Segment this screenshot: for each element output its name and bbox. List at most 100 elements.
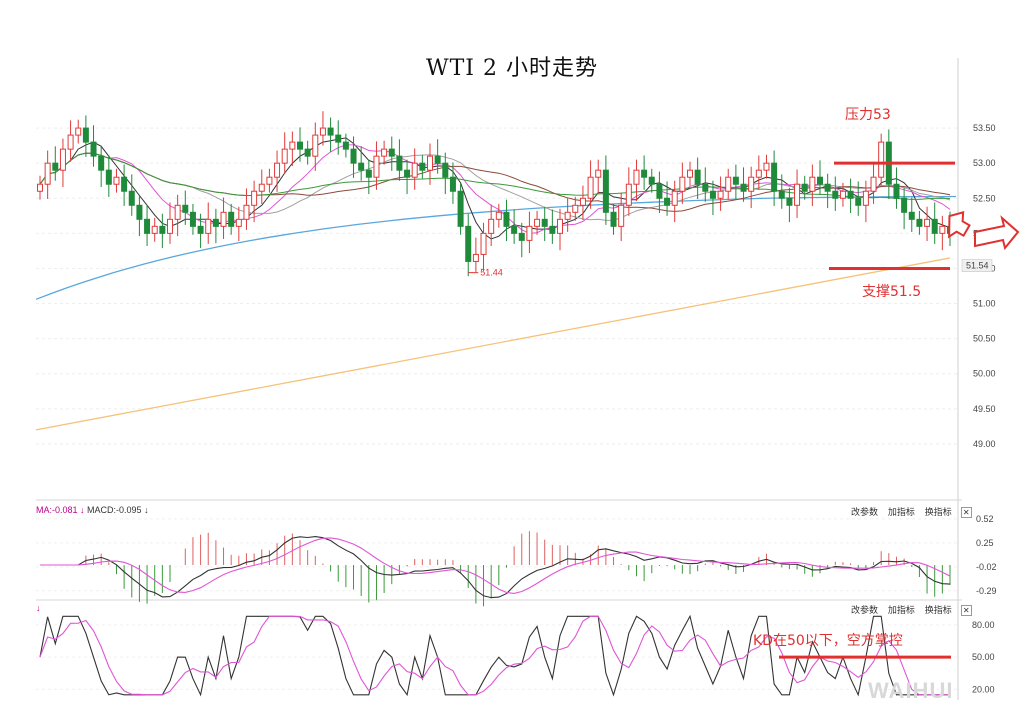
candle-body (472, 253, 479, 262)
candle-body (258, 183, 265, 192)
candle-body (618, 204, 625, 227)
candle-body (518, 232, 525, 241)
candle-body (358, 162, 365, 171)
macd-tick-label: -0.02 (976, 562, 997, 572)
ma-long-orange-line (35, 257, 951, 431)
candle-body (702, 183, 709, 192)
candle-body (587, 176, 594, 199)
low-marker-label: 51.44 (480, 268, 503, 278)
kd-toolbar: 改参数 加指标 换指标 ✕ (844, 603, 972, 616)
candle-body (534, 218, 541, 227)
candle-body (671, 190, 678, 206)
candle-body (228, 211, 235, 227)
candle-body (725, 176, 732, 192)
candle-body (740, 183, 747, 192)
candle-body (839, 190, 846, 199)
macd-signal-line (40, 537, 951, 594)
candle-body (579, 197, 586, 206)
candle-body (350, 148, 357, 164)
candle-body (251, 190, 258, 206)
candle-body (817, 176, 823, 185)
macd-close-icon[interactable]: ✕ (960, 507, 972, 518)
price-tick-label: 53.00 (973, 158, 996, 168)
candle-body (641, 169, 648, 178)
price-tick-label: 50.00 (973, 369, 996, 379)
candle-body (916, 218, 923, 227)
candle-body (465, 225, 472, 262)
candle-body (144, 218, 151, 234)
kd-change-indicator-button[interactable]: 换指标 (924, 606, 952, 616)
candle-body (794, 183, 801, 206)
candle-body (419, 162, 426, 171)
candle-body (434, 155, 441, 164)
candle-body (105, 169, 112, 185)
kd-add-indicator-button[interactable]: 加指标 (887, 606, 915, 616)
candle-body (939, 225, 946, 234)
ma-blue-line (35, 195, 957, 300)
candle-body (602, 169, 609, 213)
candle-body (312, 134, 319, 157)
candle-body (549, 225, 556, 234)
candle-body (709, 190, 716, 199)
candle-body (901, 197, 908, 213)
candle-body (319, 127, 326, 136)
support-label: 支撑51.5 (862, 284, 922, 300)
kd-close-icon[interactable]: ✕ (960, 605, 972, 616)
candle-body (771, 162, 778, 192)
candle-body (656, 183, 663, 199)
macd-tick-label: 0.52 (976, 514, 994, 524)
candle-body (878, 141, 885, 178)
kd-params-button[interactable]: 改参数 (851, 606, 879, 616)
candle-body (908, 211, 915, 220)
kd-note-label: KD在50以下，空方掌控 (753, 633, 903, 649)
candle-body (220, 211, 227, 227)
candle-body (442, 162, 449, 178)
candle-body (235, 218, 242, 227)
candle-body (488, 218, 495, 234)
kd-tick-label: 50.00 (972, 652, 995, 662)
candle-body (763, 162, 770, 171)
kd-tick-label: 20.00 (972, 684, 995, 694)
candle-body (151, 225, 158, 234)
candle-body (82, 127, 89, 143)
candle-body (67, 134, 74, 150)
price-tick-label: 51.00 (973, 299, 996, 309)
macd-add-indicator-button[interactable]: 加指标 (887, 508, 915, 518)
candle-body (388, 148, 395, 157)
candle-body (824, 183, 831, 192)
candle-body (174, 204, 181, 220)
right-arrow-icon (974, 215, 1020, 251)
candle-body (342, 141, 349, 150)
macd-toolbar: 改参数 加指标 换指标 ✕ (844, 505, 972, 518)
candle-body (121, 176, 128, 192)
candle-body (610, 211, 617, 227)
kd-legend: ↓ (36, 603, 41, 613)
candle-body (732, 176, 739, 185)
candle-body (75, 127, 82, 136)
candle-body (855, 197, 862, 206)
candle-body (274, 162, 281, 178)
candle-body (564, 211, 571, 220)
candle-body (90, 141, 97, 157)
candle-body (98, 155, 105, 171)
candle-body (495, 211, 502, 220)
candle-body (44, 162, 51, 185)
resistance-label: 压力53 (845, 107, 891, 123)
candle-body (136, 204, 143, 220)
candle-body (197, 225, 204, 234)
candle-body (128, 190, 135, 206)
macd-histogram (85, 531, 951, 607)
macd-legend: MA:-0.081 ↓ MACD:-0.095 ↓ (36, 505, 149, 515)
price-tick-label: 49.50 (973, 404, 996, 414)
candle-body (212, 218, 219, 227)
macd-change-indicator-button[interactable]: 换指标 (924, 508, 952, 518)
candle-body (648, 176, 655, 185)
price-tick-label: 50.50 (973, 334, 996, 344)
candle-body (862, 190, 869, 206)
macd-params-button[interactable]: 改参数 (851, 508, 879, 518)
candle-body (427, 155, 433, 171)
candle-body (572, 204, 579, 213)
current-price-label: 51.54 (966, 261, 989, 271)
candle-body (297, 141, 303, 150)
candle-body (182, 204, 189, 213)
